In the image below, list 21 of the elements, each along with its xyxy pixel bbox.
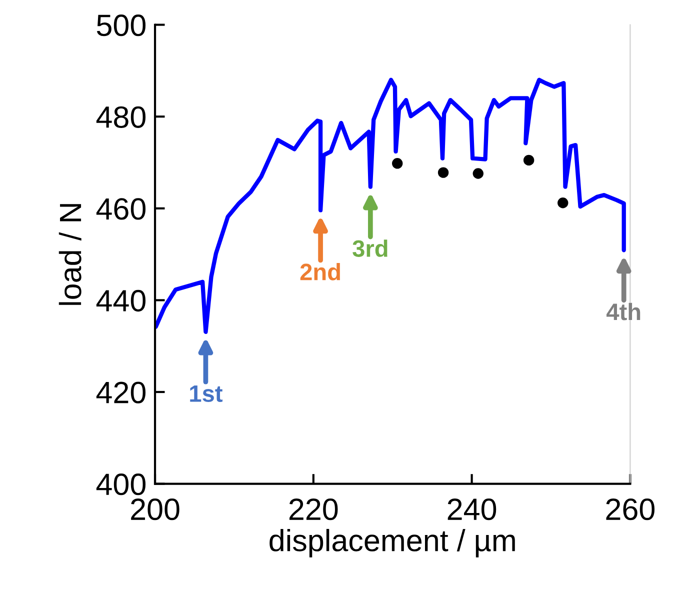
x-tick-label: 240 — [448, 498, 496, 520]
y-tick-label: 400 — [96, 474, 146, 496]
point — [523, 154, 534, 166]
y-tick-label: 440 — [96, 290, 146, 312]
x-tick-label: 260 — [606, 498, 654, 520]
point — [392, 158, 403, 169]
x-tick-label: 200 — [131, 498, 180, 520]
point — [438, 167, 449, 178]
x-tick-label: 220 — [289, 498, 338, 520]
x-axis-title: displacement / µm — [270, 528, 515, 558]
point — [472, 168, 484, 179]
annotation: 3rd — [352, 240, 388, 257]
y-tick-label: 460 — [96, 198, 146, 220]
annotation: 1st — [190, 386, 222, 402]
y-tick-label: 500 — [96, 14, 146, 36]
y-tick-label: 480 — [96, 106, 146, 128]
y-tick-label: 420 — [96, 382, 146, 404]
point — [558, 198, 568, 208]
y-axis-title: load / N — [58, 204, 82, 305]
annotation: 2nd — [300, 263, 340, 280]
annotation: 4th — [606, 302, 640, 320]
